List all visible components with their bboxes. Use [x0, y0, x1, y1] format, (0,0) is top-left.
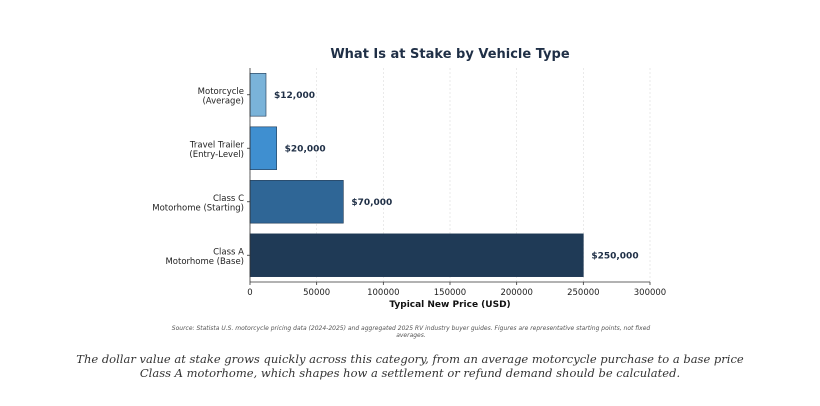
- bar-2: [249, 180, 344, 224]
- bar-3: [249, 233, 584, 277]
- x-tick-label-2: 100000: [367, 288, 399, 298]
- x-tick-label-1: 50000: [303, 288, 330, 298]
- data-label-3: $250,000: [591, 251, 638, 261]
- source-note-line-2: averages.: [396, 332, 426, 339]
- category-label-1: Travel Trailer (Entry-Level): [189, 140, 245, 160]
- x-tick-labels: 0 50000 100000 150000 200000 250000 300000: [247, 288, 666, 298]
- axes: [247, 68, 651, 285]
- bars: [249, 73, 584, 277]
- data-label-1: $20,000: [285, 144, 326, 154]
- bar-chart: What Is at Stake by Vehicle Type 0 50000 1…: [152, 47, 666, 339]
- source-note-line-1: Source: Statista U.S. motorcycle pricing…: [172, 325, 651, 332]
- x-tick-label-5: 250000: [567, 288, 599, 298]
- category-label-0: Motorcycle (Average): [198, 87, 244, 107]
- x-tick-label-4: 200000: [500, 288, 532, 298]
- x-tick-label-0: 0: [247, 288, 252, 298]
- category-label-3: Class A Motorhome (Base): [165, 247, 244, 267]
- data-labels: $12,000 $20,000 $70,000 $250,000: [274, 91, 639, 262]
- bar-1: [249, 126, 277, 170]
- chart-title: What Is at Stake by Vehicle Type: [330, 47, 570, 62]
- x-axis-label: Typical New Price (USD): [389, 300, 510, 310]
- chart-caption: The dollar value at stake grows quickly …: [76, 352, 744, 380]
- x-tick-label-6: 300000: [634, 288, 666, 298]
- x-tick-label-3: 150000: [434, 288, 466, 298]
- data-label-2: $70,000: [351, 198, 392, 208]
- bar-0: [249, 73, 267, 117]
- category-labels: Motorcycle (Average) Travel Trailer (Entry-…: [152, 87, 244, 267]
- category-label-2: Class C Motorhome (Starting): [152, 194, 244, 214]
- data-label-0: $12,000: [274, 91, 315, 101]
